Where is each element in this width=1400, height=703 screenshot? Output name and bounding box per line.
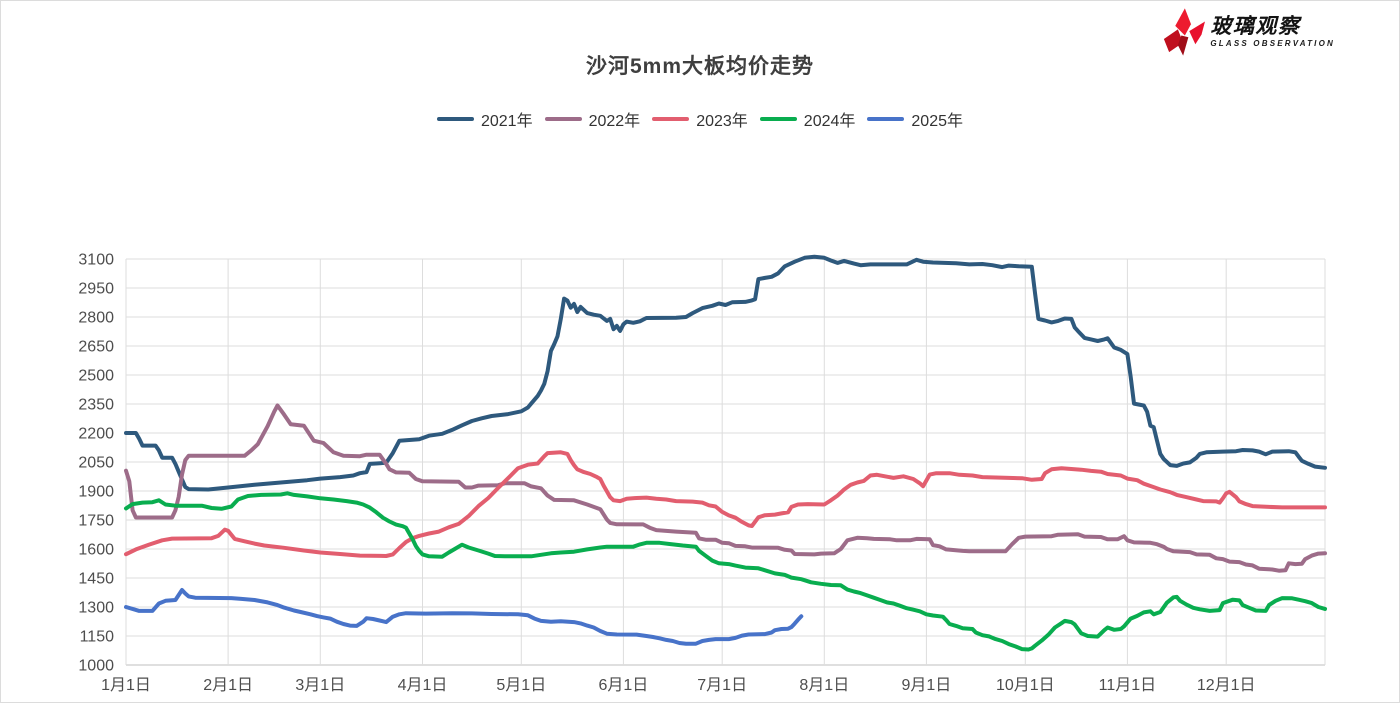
x-tick-label: 11月1日 xyxy=(1099,677,1157,694)
chart-title: 沙河5mm大板均价走势 xyxy=(585,55,815,78)
legend-label: 2021年 xyxy=(480,113,533,130)
y-tick-label: 2800 xyxy=(78,310,114,327)
legend-swatch-icon xyxy=(436,117,474,121)
legend-label: 2025年 xyxy=(911,113,964,130)
series-line-2021年 xyxy=(124,254,1327,492)
y-tick-label: 1900 xyxy=(78,484,114,501)
y-tick-label: 1000 xyxy=(78,658,114,675)
series-line-2023年 xyxy=(124,450,1327,558)
x-tick-label: 9月1日 xyxy=(901,677,951,694)
series-line-2022年 xyxy=(124,403,1327,573)
y-tick-label: 3100 xyxy=(78,252,114,269)
series-line-2024年 xyxy=(124,491,1327,652)
x-tick-label: 3月1日 xyxy=(295,677,345,694)
y-tick-label: 2500 xyxy=(78,368,114,385)
x-tick-label: 1月1日 xyxy=(101,677,151,694)
legend-item-2022年[interactable]: 2022年 xyxy=(544,108,641,130)
legend-item-2023年[interactable]: 2023年 xyxy=(652,108,748,130)
legend-item-2021年[interactable]: 2021年 xyxy=(436,108,533,130)
series-line-2025年 xyxy=(124,588,804,646)
legend-label: 2023年 xyxy=(696,113,748,130)
logo-name-en: GLASS OBSERVATION xyxy=(1210,39,1335,49)
y-tick-label: 2950 xyxy=(78,281,114,298)
legend-swatch-icon xyxy=(652,117,690,121)
x-tick-label: 4月1日 xyxy=(398,677,448,694)
y-tick-label: 1450 xyxy=(78,571,114,588)
y-tick-label: 1300 xyxy=(78,600,114,617)
x-tick-label: 6月1日 xyxy=(598,677,648,694)
y-tick-label: 2350 xyxy=(78,397,114,414)
logo-name-cn: 玻璃观察 xyxy=(1210,14,1301,38)
y-tick-label: 1750 xyxy=(78,513,114,530)
x-tick-label: 5月1日 xyxy=(496,677,546,694)
y-tick-label: 1600 xyxy=(78,542,114,559)
x-tick-label: 8月1日 xyxy=(799,677,849,694)
legend-item-2025年[interactable]: 2025年 xyxy=(867,108,963,130)
x-tick-label: 7月1日 xyxy=(697,677,747,694)
y-tick-label: 1150 xyxy=(80,629,115,646)
legend-swatch-icon xyxy=(759,117,797,121)
x-tick-label: 2月1日 xyxy=(203,677,253,694)
brand-logo: 玻璃观察 GLASS OBSERVATION xyxy=(1163,8,1335,56)
legend-label: 2022年 xyxy=(588,113,641,130)
y-tick-label: 2050 xyxy=(78,455,114,472)
y-tick-label: 2650 xyxy=(78,339,114,356)
legend-swatch-icon xyxy=(867,117,905,121)
legend-item-2024年[interactable]: 2024年 xyxy=(759,108,856,130)
x-tick-label: 12月1日 xyxy=(1197,677,1256,694)
legend: 2021年 2022年 2023年 2024年 2025年 xyxy=(1,108,1399,130)
logo-star-icon xyxy=(1164,8,1206,56)
y-tick-label: 2200 xyxy=(78,426,114,443)
x-tick-label: 10月1日 xyxy=(996,677,1055,694)
legend-label: 2024年 xyxy=(803,113,856,130)
legend-swatch-icon xyxy=(544,117,582,121)
